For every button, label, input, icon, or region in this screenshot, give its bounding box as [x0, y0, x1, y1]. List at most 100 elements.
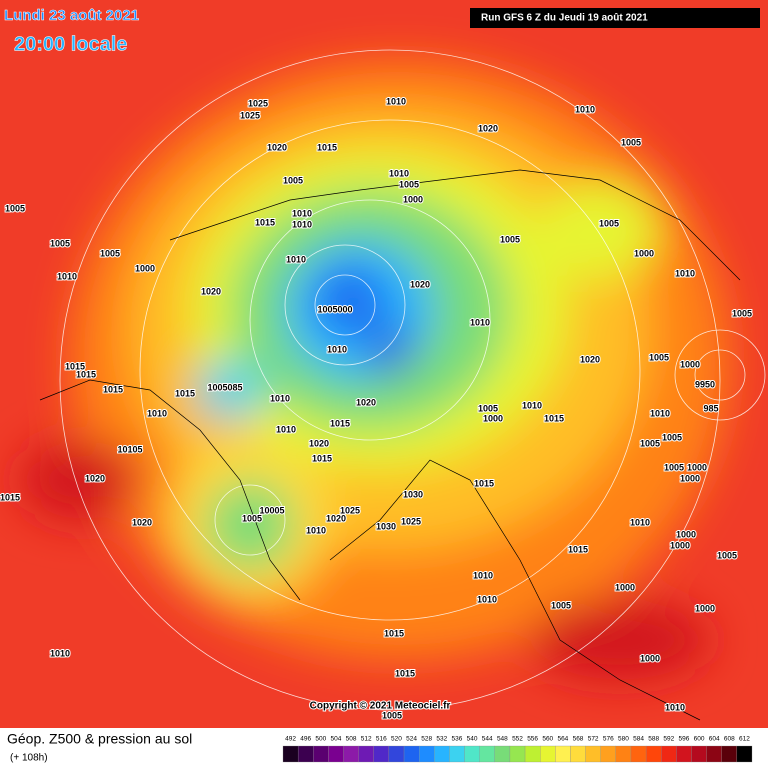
scale-label: 608 — [724, 736, 735, 743]
scale-label: 552 — [512, 736, 523, 743]
copyright: Copyright © 2021 Meteociel.fr — [310, 701, 451, 712]
isobar-label: 1000 — [483, 413, 503, 423]
isobar-label: 1025 — [248, 98, 268, 108]
scale-label: 556 — [527, 736, 538, 743]
isobar-label: 1015 — [255, 217, 275, 227]
isobar-label: 1000 — [634, 248, 654, 258]
isobar-label: 1005 — [649, 352, 669, 362]
isobar-label: 1015 — [568, 544, 588, 554]
isobar-label: 1025 — [340, 505, 360, 515]
isobar-label: 1010 — [675, 268, 695, 278]
scale-swatch — [388, 745, 405, 763]
isobar-label: 1015 — [0, 492, 20, 502]
isobar-label: 1020 — [267, 142, 287, 152]
isobar-label: 1000 — [680, 473, 700, 483]
scale-label: 492 — [285, 736, 296, 743]
isobar-label: 1025 — [401, 516, 421, 526]
isobar-label: 1020 — [201, 286, 221, 296]
scale-swatch — [479, 745, 495, 763]
scale-swatch — [661, 745, 677, 763]
isobar-label: 1000 — [135, 263, 155, 273]
isobar-label: 1015 — [103, 384, 123, 394]
isobar-label: 1015 — [544, 413, 564, 423]
scale-swatch — [630, 745, 647, 763]
scale-swatch — [328, 745, 344, 763]
scale-label: 592 — [663, 736, 674, 743]
scale-label: 520 — [391, 736, 402, 743]
isobar-label: 1005 — [640, 438, 660, 448]
isobar-label: 1005 — [500, 234, 520, 244]
scale-swatch — [509, 745, 526, 763]
isobar-label: 1010 — [477, 594, 497, 604]
isobar-label: 1015 — [65, 361, 85, 371]
scale-label: 524 — [406, 736, 417, 743]
scale-label: 528 — [421, 736, 432, 743]
isobar-label: 1005 — [399, 179, 419, 189]
isobar-label: 1000 — [687, 462, 707, 472]
scale-swatch — [570, 745, 586, 763]
scale-label: 572 — [588, 736, 599, 743]
isobar-label: 1015 — [330, 418, 350, 428]
scale-label: 588 — [648, 736, 659, 743]
scale-label: 504 — [331, 736, 342, 743]
isobar-label: 1010 — [327, 344, 347, 354]
scale-label: 612 — [739, 736, 750, 743]
isobar-label: 1025 — [240, 110, 260, 120]
scale-swatch — [721, 745, 738, 763]
isobar-label: 1005 — [382, 710, 402, 720]
scale-label: 536 — [452, 736, 463, 743]
isobar-label: 9950 — [695, 379, 715, 389]
isobar-label: 1010 — [306, 525, 326, 535]
scale-swatch — [691, 745, 707, 763]
isobar-label: 1030 — [376, 521, 396, 531]
isobar-label: 1015 — [474, 478, 494, 488]
scale-swatch — [600, 745, 616, 763]
scale-swatch — [676, 745, 692, 763]
scale-label: 564 — [557, 736, 568, 743]
scale-label: 548 — [497, 736, 508, 743]
scale-label: 560 — [542, 736, 553, 743]
isobar-label: 1020 — [580, 354, 600, 364]
scale-label: 604 — [709, 736, 720, 743]
isobar-label: 1000 — [680, 359, 700, 369]
isobar-label: 985 — [703, 403, 718, 413]
isobar-label: 1010 — [292, 219, 312, 229]
isobar-label: 1020 — [410, 279, 430, 289]
scale-label: 568 — [573, 736, 584, 743]
isobar-label: 1010 — [522, 400, 542, 410]
isobar-label: 1015 — [175, 388, 195, 398]
date: Lundi 23 août 2021 — [4, 7, 139, 24]
scale-label: 532 — [436, 736, 447, 743]
scale-label: 496 — [300, 736, 311, 743]
footer-title: Géop. Z500 & pression au sol — [7, 731, 192, 747]
isobar-label: 1020 — [326, 513, 346, 523]
scale-swatch — [297, 745, 314, 763]
isobar-label: 1010 — [386, 96, 406, 106]
scale-swatch — [736, 745, 753, 763]
isobar-label: 1020 — [309, 438, 329, 448]
scale-swatch — [313, 745, 329, 763]
scale-swatch — [585, 745, 601, 763]
scale-swatch — [343, 745, 359, 763]
isobar-label: 1010 — [630, 517, 650, 527]
scale-label: 596 — [678, 736, 689, 743]
scale-label: 500 — [315, 736, 326, 743]
scale-swatch — [494, 745, 511, 763]
scale-label: 576 — [603, 736, 614, 743]
isobar-label: 1030 — [403, 489, 423, 499]
isobar-label: 1010 — [270, 393, 290, 403]
scale-swatch — [555, 745, 571, 763]
scale-swatch — [282, 745, 299, 763]
isobar-label: 1010 — [650, 408, 670, 418]
isobar-label: 1005000 — [317, 304, 352, 314]
scale-label: 580 — [618, 736, 629, 743]
scale-label: 600 — [694, 736, 705, 743]
scale-swatch — [419, 745, 435, 763]
isobar-label: 1015 — [76, 369, 96, 379]
isobar-label: 1020 — [356, 397, 376, 407]
isobar-label: 1015 — [384, 628, 404, 638]
scale-label: 544 — [482, 736, 493, 743]
scale-label: 516 — [376, 736, 387, 743]
